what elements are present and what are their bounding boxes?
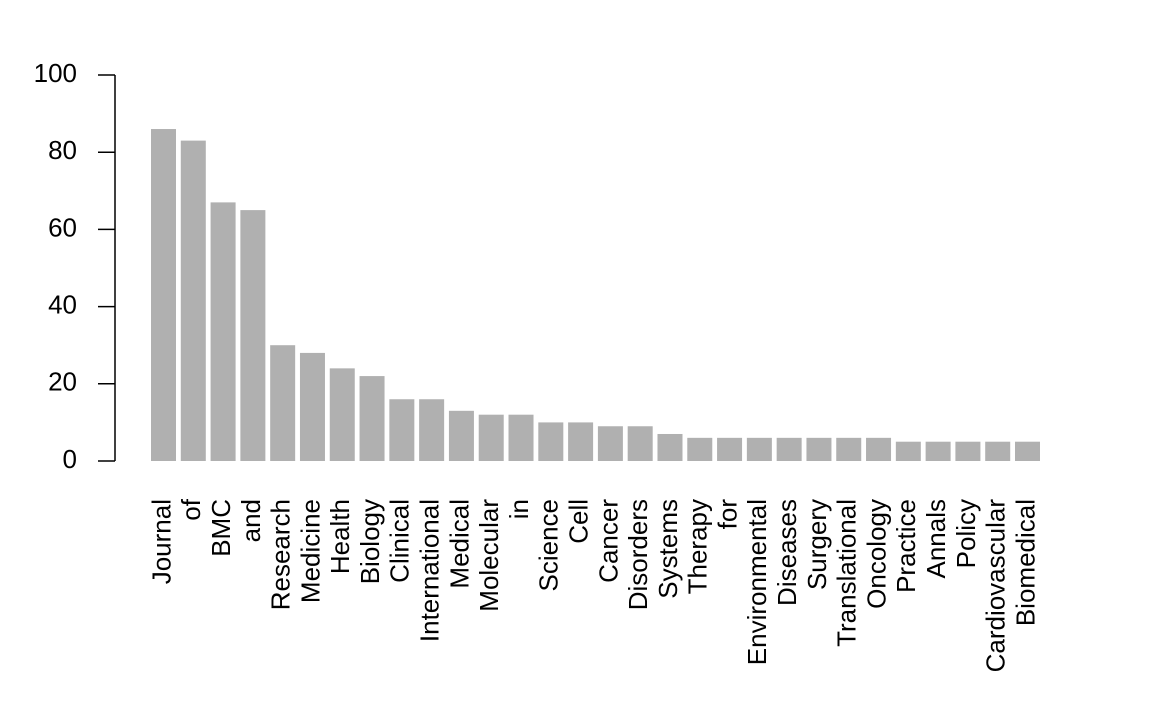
x-tick-label: Journal bbox=[146, 499, 176, 584]
bar bbox=[657, 433, 683, 461]
bar bbox=[746, 437, 772, 461]
x-tick-label: Surgery bbox=[802, 499, 832, 590]
x-tick-label: BMC bbox=[206, 499, 236, 557]
x-tick-label: Annals bbox=[921, 499, 951, 579]
bar bbox=[359, 376, 385, 461]
x-tick-label: Policy bbox=[951, 499, 981, 568]
x-tick-label: and bbox=[236, 499, 266, 542]
y-tick-label: 100 bbox=[34, 58, 77, 88]
bar bbox=[985, 441, 1011, 461]
x-tick-label: Cardiovascular bbox=[981, 499, 1011, 673]
bar bbox=[866, 437, 892, 461]
x-tick-label: Medical bbox=[444, 499, 474, 589]
bar bbox=[687, 437, 713, 461]
x-tick-label: Practice bbox=[891, 499, 921, 593]
x-tick-label: Cancer bbox=[593, 499, 623, 583]
x-tick-label: Diseases bbox=[772, 499, 802, 606]
x-tick-label: International bbox=[415, 499, 445, 642]
bar bbox=[151, 129, 176, 462]
bar bbox=[955, 441, 981, 461]
x-tick-label: Biomedical bbox=[1010, 499, 1040, 626]
bar bbox=[329, 368, 355, 461]
x-tick-label: Systems bbox=[653, 499, 683, 599]
x-tick-label: for bbox=[712, 499, 742, 530]
bar bbox=[717, 437, 743, 461]
x-tick-label: Health bbox=[325, 499, 355, 574]
bar bbox=[210, 202, 236, 461]
y-tick-label: 0 bbox=[63, 444, 77, 474]
bar bbox=[1015, 441, 1040, 461]
x-tick-label: Oncology bbox=[861, 499, 891, 609]
bar bbox=[568, 422, 594, 461]
y-tick-label: 80 bbox=[48, 135, 77, 165]
x-tick-label: Disorders bbox=[623, 499, 653, 610]
bar bbox=[538, 422, 564, 461]
x-tick-label: Science bbox=[534, 499, 564, 592]
bar bbox=[627, 426, 653, 461]
bar bbox=[925, 441, 951, 461]
x-tick-label: Translational bbox=[832, 499, 862, 647]
bar bbox=[895, 441, 921, 461]
bar bbox=[478, 414, 504, 461]
x-tick-label: Clinical bbox=[385, 499, 415, 583]
y-tick-label: 60 bbox=[48, 212, 77, 242]
bar bbox=[419, 399, 445, 461]
x-tick-label: Biology bbox=[355, 499, 385, 584]
bar bbox=[597, 426, 623, 461]
y-tick-label: 40 bbox=[48, 289, 77, 319]
bar bbox=[806, 437, 832, 461]
x-tick-label: Cell bbox=[563, 499, 593, 544]
y-tick-label: 20 bbox=[48, 367, 77, 397]
bar bbox=[270, 345, 296, 461]
x-tick-label: Medicine bbox=[295, 499, 325, 603]
x-tick-label: Therapy bbox=[683, 499, 713, 594]
bar bbox=[448, 410, 474, 461]
x-tick-label: Environmental bbox=[742, 499, 772, 665]
bar bbox=[180, 140, 206, 461]
x-tick-label: Molecular bbox=[474, 499, 504, 612]
x-tick-label: Research bbox=[266, 499, 296, 610]
bar bbox=[836, 437, 862, 461]
bar bbox=[299, 352, 325, 461]
bar bbox=[508, 414, 534, 461]
x-tick-label: of bbox=[176, 498, 206, 520]
bar bbox=[776, 437, 802, 461]
bar bbox=[240, 210, 266, 461]
bar bbox=[389, 399, 415, 461]
x-tick-label: in bbox=[504, 499, 534, 519]
